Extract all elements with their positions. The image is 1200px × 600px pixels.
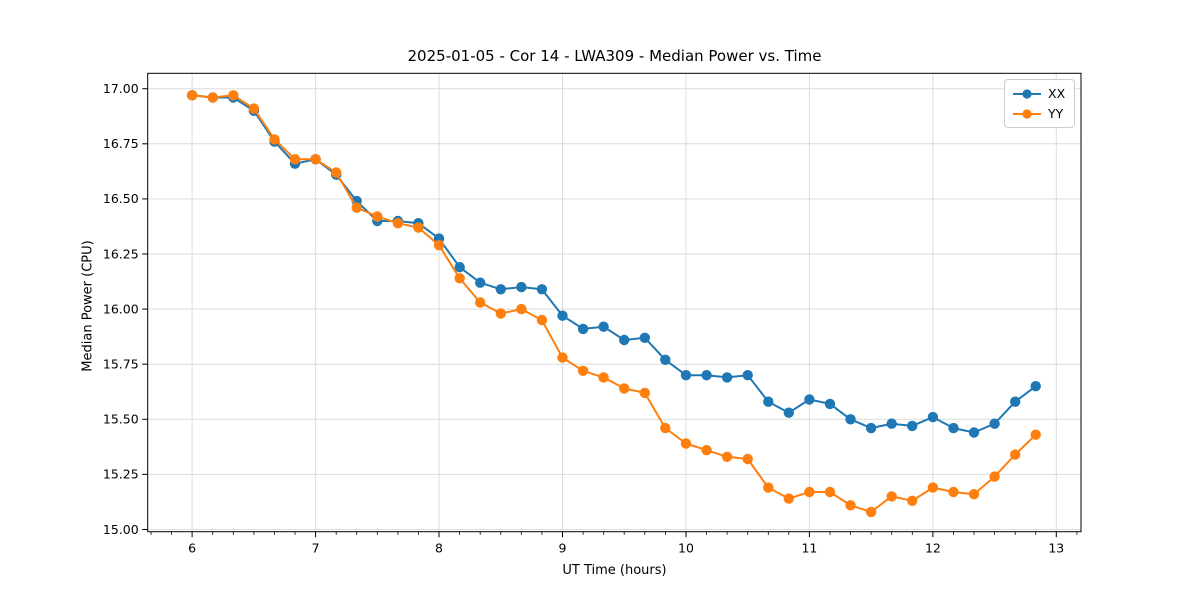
svg-text:10: 10 [678,541,694,556]
legend-line-sample-icon [1013,88,1041,99]
legend-item-yy: YY [1012,105,1065,122]
y-tick-labels: 15.00 15.25 15.50 15.75 16.00 16.25 16.50 16.75… [103,81,139,537]
series-yy-markers [186,90,1041,518]
svg-text:16.50: 16.50 [103,191,139,206]
x-tick-labels: 6 7 8 9 10 11 12 13 [188,541,1064,556]
legend-label-xx: XX [1048,86,1066,101]
x-axis-label: UT Time (hours) [562,563,667,578]
y-axis-ticks [142,88,148,530]
legend: XX YY [1004,79,1076,128]
legend-label-yy: YY [1048,106,1064,121]
legend-line-sample-icon [1013,108,1041,119]
svg-text:11: 11 [801,541,817,556]
svg-text:16.00: 16.00 [103,301,139,316]
x-axis-ticks [150,531,1078,538]
svg-text:12: 12 [925,541,941,556]
chart-title: 2025-01-05 - Cor 14 - LWA309 - Median Po… [407,47,822,65]
legend-item-xx: XX [1012,85,1065,102]
plot-border [147,72,1082,533]
series-xx-markers [186,90,1041,438]
svg-text:9: 9 [559,541,567,556]
svg-text:16.75: 16.75 [103,136,139,151]
svg-text:8: 8 [435,541,443,556]
svg-text:7: 7 [312,541,320,556]
svg-text:15.25: 15.25 [103,467,139,482]
legend-marker-icon [1022,108,1032,119]
legend-marker-icon [1022,88,1032,99]
svg-text:16.25: 16.25 [103,246,139,261]
svg-text:13: 13 [1048,541,1064,556]
x-gridlines [191,73,1057,532]
svg-text:15.00: 15.00 [103,522,139,537]
svg-text:17.00: 17.00 [103,81,139,96]
svg-text:15.75: 15.75 [103,357,139,372]
svg-text:6: 6 [188,541,196,556]
svg-text:15.50: 15.50 [103,412,139,427]
